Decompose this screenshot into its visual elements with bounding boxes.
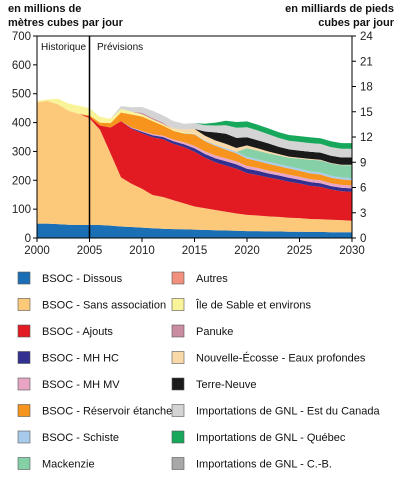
x-tick-label: 2005 bbox=[77, 245, 103, 257]
y-right-tick-label: 9 bbox=[360, 157, 366, 169]
legend-label: Terre-Neuve bbox=[196, 379, 257, 391]
y-left-tick-label: 700 bbox=[12, 31, 31, 43]
legend-label: BSOC - Schiste bbox=[42, 432, 119, 444]
legend: BSOC - Dissous BSOC - Sans association BSO… bbox=[17, 271, 381, 471]
legend-swatch bbox=[17, 404, 31, 417]
legend-label: BSOC - Sans association bbox=[42, 300, 166, 312]
y-right-tick-label: 3 bbox=[360, 208, 366, 220]
x-tick-label: 2000 bbox=[24, 245, 50, 257]
legend-item-bsoc-mh-hc: BSOC - MH HC bbox=[17, 351, 119, 365]
legend-label: Importations de GNL - Québec bbox=[196, 432, 346, 444]
legend-swatch bbox=[171, 430, 185, 444]
area-nouvelle-ecosse-eaux-profondes bbox=[37, 98, 352, 166]
area-ile-de-sable-et-environs bbox=[37, 98, 352, 166]
y-right-tick-label: 0 bbox=[360, 233, 366, 245]
legend-label: Autres bbox=[196, 273, 228, 285]
x-tick-label: 2015 bbox=[182, 245, 208, 257]
y-right-label-line-2: cubes par jour bbox=[318, 17, 395, 29]
area-bsoc-sans-association bbox=[37, 100, 352, 233]
legend-label: Mackenzie bbox=[42, 459, 95, 471]
area-bsoc-dissous bbox=[37, 223, 352, 238]
legend-item-bsoc-sans-association: BSOC - Sans association bbox=[17, 298, 166, 312]
legend-item-importations-de-gnl-c-b: Importations de GNL - C.-B. bbox=[171, 457, 332, 471]
legend-item-panuke: Panuke bbox=[171, 324, 233, 338]
legend-swatch bbox=[17, 298, 31, 311]
y-right-tick-label: 18 bbox=[360, 82, 373, 94]
legend-swatch bbox=[17, 271, 31, 285]
legend-swatch bbox=[171, 324, 185, 338]
y-left-tick-label: 100 bbox=[12, 204, 31, 216]
legend-item-importations-de-gnl-quebec: Importations de GNL - Québec bbox=[171, 430, 346, 444]
x-tick-label: 2025 bbox=[287, 245, 313, 257]
stacked-areas bbox=[37, 98, 352, 238]
area-bsoc-reservoir-etanche bbox=[37, 100, 352, 186]
legend-item-terre-neuve: Terre-Neuve bbox=[171, 377, 257, 391]
legend-swatch bbox=[17, 377, 31, 391]
y-left-tick-label: 300 bbox=[12, 146, 31, 158]
legend-swatch bbox=[17, 430, 31, 444]
legend-label: Nouvelle-Écosse - Eaux profondes bbox=[196, 352, 366, 365]
x-tick-label: 2030 bbox=[339, 245, 365, 257]
legend-swatch bbox=[171, 298, 185, 311]
legend-item-bsoc-reservoir-etanche: BSOC - Réservoir étanche bbox=[17, 404, 172, 418]
legend-item-bsoc-dissous: BSOC - Dissous bbox=[17, 271, 123, 285]
historical-label: Historique bbox=[41, 42, 86, 53]
legend-label: BSOC - MH MV bbox=[42, 379, 120, 391]
legend-item-bsoc-mh-mv: BSOC - MH MV bbox=[17, 377, 120, 391]
legend-label: Importations de GNL - C.-B. bbox=[196, 459, 332, 471]
legend-label: Panuke bbox=[196, 326, 233, 338]
axes: 2000 2005 2010 2015 2020 2025 2030010020030040… bbox=[12, 31, 374, 257]
legend-swatch bbox=[171, 351, 185, 364]
legend-label: BSOC - Dissous bbox=[42, 273, 123, 285]
legend-swatch bbox=[17, 351, 31, 364]
y-right-label-line-1: en milliards de pieds bbox=[285, 3, 394, 15]
area-mackenzie bbox=[37, 100, 352, 179]
legend-item-ile-de-sable-et-environs: Île de Sable et environs bbox=[171, 298, 311, 312]
area-importations-de-gnl-quebec bbox=[37, 98, 352, 149]
legend-swatch bbox=[171, 271, 185, 285]
legend-item-bsoc-ajouts: BSOC - Ajouts bbox=[17, 324, 113, 338]
y-right-tick-label: 15 bbox=[360, 107, 373, 119]
legend-swatch bbox=[171, 457, 185, 470]
area-bsoc-ajouts bbox=[37, 100, 352, 221]
y-left-label-line-2: mètres cubes par jour bbox=[8, 17, 124, 29]
legend-swatch bbox=[17, 457, 31, 470]
y-left-tick-label: 200 bbox=[12, 175, 31, 187]
legend-label: BSOC - MH HC bbox=[42, 353, 119, 365]
legend-label: Île de Sable et environs bbox=[195, 299, 311, 312]
legend-item-autres: Autres bbox=[171, 271, 228, 285]
y-left-tick-label: 600 bbox=[12, 60, 31, 72]
y-right-tick-label: 21 bbox=[360, 56, 373, 68]
forecast-label: Prévisions bbox=[97, 42, 143, 53]
area-importations-de-gnl-est-du-canada bbox=[37, 98, 352, 158]
y-left-label-line-1: en millions de bbox=[8, 3, 81, 15]
legend-swatch bbox=[171, 377, 185, 391]
legend-item-nouvelle-ecosse-eaux-profondes: Nouvelle-Écosse - Eaux profondes bbox=[171, 351, 366, 365]
y-right-tick-label: 12 bbox=[360, 132, 373, 144]
legend-label: BSOC - Réservoir étanche bbox=[42, 406, 172, 418]
y-left-tick-label: 400 bbox=[12, 118, 31, 130]
legend-label: Importations de GNL - Est du Canada bbox=[196, 406, 381, 418]
area-terre-neuve bbox=[37, 98, 352, 165]
y-left-tick-label: 0 bbox=[25, 233, 31, 245]
y-right-tick-label: 24 bbox=[360, 31, 373, 43]
legend-item-mackenzie: Mackenzie bbox=[17, 457, 95, 471]
legend-swatch bbox=[171, 404, 185, 417]
legend-item-importations-de-gnl-est-du-canada: Importations de GNL - Est du Canada bbox=[171, 404, 381, 418]
y-left-tick-label: 500 bbox=[12, 89, 31, 101]
legend-swatch bbox=[17, 324, 31, 338]
x-tick-label: 2010 bbox=[129, 245, 155, 257]
legend-item-bsoc-schiste: BSOC - Schiste bbox=[17, 430, 119, 444]
x-tick-label: 2020 bbox=[234, 245, 260, 257]
y-right-tick-label: 6 bbox=[360, 183, 366, 195]
legend-label: BSOC - Ajouts bbox=[42, 326, 113, 338]
